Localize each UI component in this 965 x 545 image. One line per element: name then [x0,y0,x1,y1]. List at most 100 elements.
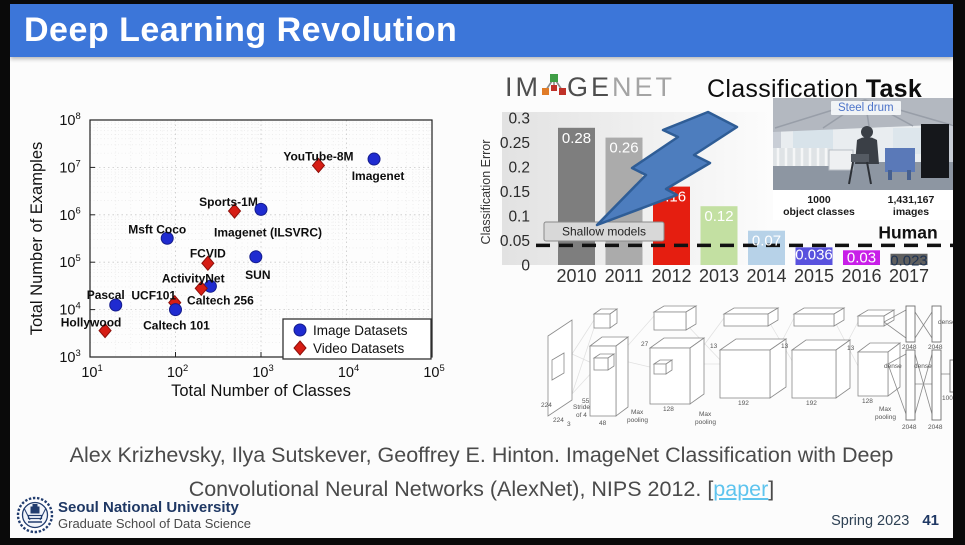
alexnet-label: 13 [781,343,789,350]
alexnet-label: Max [879,406,892,413]
svg-text:103: 103 [252,362,273,381]
alexnet-label: 2048 [902,344,917,351]
point-label: Hollywood [61,316,122,330]
data-point [250,251,262,263]
bar-value-label: 0.03 [847,249,876,266]
svg-text:101: 101 [81,362,102,381]
scatter-ylabel: Total Number of Examples [30,142,46,336]
alexnet-label: 3 [567,421,571,428]
bar-xlabel: 2016 [841,266,881,286]
alexnet-label: dense [884,363,902,370]
scatter-plot: 101102103104105103104105106107108Total N… [30,96,452,402]
bar-value-label: 0.023 [890,253,928,270]
data-point [368,153,380,165]
alexnet-label: 1000 [942,395,953,402]
point-label: SUN [245,268,270,282]
alexnet-label: 224 [541,402,552,409]
shallow-models-annotation: Shallow models [544,222,664,241]
footer-page-number: 41 [922,512,939,529]
human-label: Human [878,222,937,242]
alexnet-label: 13 [710,343,718,350]
alexnet-label: Stride [573,404,590,411]
alexnet-label: Max [631,409,644,416]
footer-meta: Spring 2023 41 [831,512,939,529]
scatter-legend: Image Datasets Video Datasets [283,319,431,359]
imagenet-logo-ge: GE [567,72,612,103]
point-label: Pascal [87,288,125,302]
bar-ytick: 0.3 [508,111,530,128]
footer-school: Graduate School of Data Science [58,516,251,532]
point-label: UCF101 [131,289,176,303]
svg-text:Video Datasets: Video Datasets [313,341,405,356]
bar-ytick: 0.05 [500,233,530,250]
bar-xlabel: 2012 [651,266,691,286]
imagenet-logo-net: NET [612,72,675,103]
bar-xlabel: 2015 [794,266,834,286]
point-label: Imagenet [352,169,405,183]
point-label: Sports-1M [199,195,258,209]
svg-text:102: 102 [167,362,188,381]
data-point [294,324,306,336]
svg-text:107: 107 [59,157,80,176]
bar-ytick: 0.2 [508,160,530,177]
alexnet-label: 27 [641,341,649,348]
alexnet-label: 192 [806,400,817,407]
svg-text:103: 103 [59,347,80,366]
point-label: FCVID [190,246,226,260]
bar-value-label: 0.28 [562,130,591,147]
bar-ytick: 0.1 [508,209,530,226]
data-point [255,203,267,215]
data-point [170,304,182,316]
bar-xlabel: 2011 [605,266,644,286]
alexnet-label: 48 [599,420,607,427]
photo-class-label: Steel drum [831,101,901,115]
svg-text:106: 106 [59,205,80,224]
bar-ylabel: Classification Error [480,140,493,245]
alexnet-label: pooling [627,417,648,424]
alexnet-label: 128 [862,398,873,405]
alexnet-label: 224 [553,417,564,424]
point-label: Caltech 256 [187,293,254,307]
bar-ytick: 0.15 [500,184,530,201]
svg-text:Image Datasets: Image Datasets [313,323,408,338]
bar-xlabel: 2014 [746,266,786,286]
alexnet-label: 55 [582,398,590,405]
point-label: Msft Coco [128,222,186,236]
alexnet-label: dense [938,319,953,326]
page-title: Deep Learning Revolution [10,4,953,56]
footer-university: Seoul National University [58,499,251,516]
svg-text:108: 108 [59,110,80,129]
bar-value-label: 0.26 [609,140,638,157]
bar-ytick: 0 [521,258,530,275]
alexnet-diagram: 2242243Strideof 45548Maxpooling27128Maxp… [540,304,953,446]
footer-institution: Seoul National University Graduate Schoo… [58,499,251,532]
alexnet-label: pooling [695,419,716,426]
alexnet-label: 2048 [928,344,943,351]
citation: Alex Krizhevsky, Ilya Sutskever, Geoffre… [10,438,953,506]
svg-text:105: 105 [423,362,444,381]
imagenet-logo-im: IM [505,72,541,103]
citation-line1: Alex Krizhevsky, Ilya Sutskever, Geoffre… [10,438,953,472]
alexnet-label: Max [699,411,712,418]
bar-ytick: 0.25 [500,135,530,152]
bar-xlabel: 2010 [556,266,596,286]
paper-link[interactable]: paper [713,477,768,501]
point-label: Imagenet (ILSVRC) [214,225,322,239]
point-label: ActivityNet [162,271,225,285]
footer-semester: Spring 2023 [831,513,909,529]
alexnet-label: pooling [875,414,896,421]
slide-frame: Deep Learning Revolution 101102103104105… [0,0,965,545]
slide: Deep Learning Revolution 101102103104105… [10,4,953,538]
photo-caption-classes: 1000 object classes [773,194,865,218]
alexnet-label: of 4 [576,412,587,419]
alexnet-label: 2048 [902,424,917,431]
alexnet-label: 13 [847,345,855,352]
point-label: Caltech 101 [143,319,210,333]
point-label: YouTube-8M [283,149,353,163]
alexnet-label: 192 [738,400,749,407]
alexnet-architecture-diagram: 2242243Strideof 45548Maxpooling27128Maxp… [540,304,953,446]
alexnet-label: 2048 [928,424,943,431]
dataset-scatter-chart: 101102103104105103104105106107108Total N… [30,96,452,402]
snu-logo [16,496,54,538]
photo-caption-images: 1,431,167 images [865,194,953,218]
